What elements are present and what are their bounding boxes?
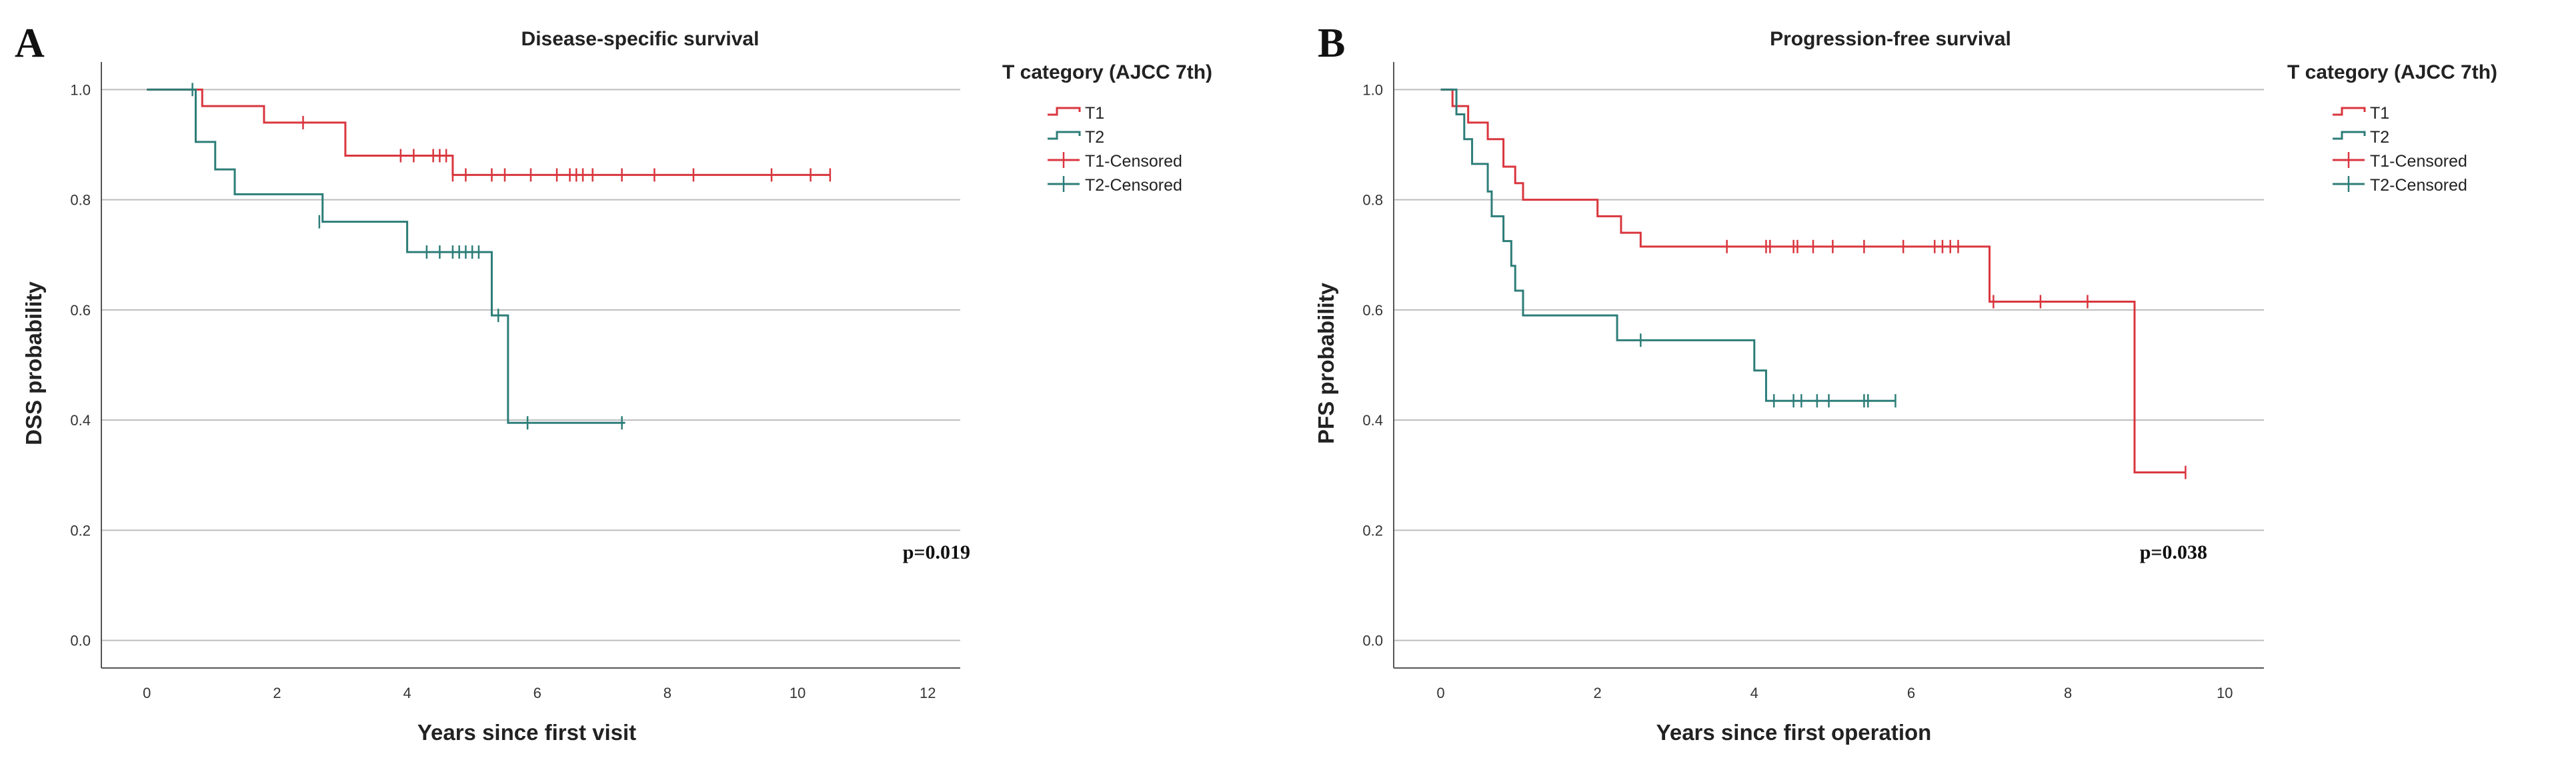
- p-value: p=0.038: [2140, 541, 2207, 563]
- legend-entry: T2: [1085, 128, 1104, 147]
- legend-entry: T2: [2370, 128, 2389, 147]
- panel-a: A Disease-specific survival 0.0 0.2 0.4 0.6 0.…: [15, 21, 1212, 745]
- panel-letter: A: [15, 21, 45, 66]
- x-tick-label: 0: [143, 685, 151, 701]
- x-tick-label: 4: [1750, 685, 1758, 701]
- legend-swatch: [2333, 107, 2366, 116]
- y-tick-label: 0.4: [70, 412, 91, 429]
- y-tick-label: 0.2: [70, 522, 91, 539]
- y-axis-label: PFS probability: [1314, 282, 1338, 444]
- x-tick-label: 12: [920, 685, 936, 701]
- x-tick-label: 10: [2217, 685, 2233, 701]
- legend-title: T category (AJCC 7th): [1002, 61, 1212, 83]
- x-tick-label: 0: [1436, 685, 1444, 701]
- y-axis-label: DSS probability: [21, 281, 46, 445]
- legend-swatch: [1048, 131, 1081, 140]
- legend-entry: T1: [1085, 104, 1104, 123]
- series-t2-line: [147, 88, 625, 424]
- x-tick-label: 6: [533, 685, 541, 701]
- series-t1-line: [147, 88, 830, 176]
- panel-b: B Progression-free survival 0.0 0.2 0.4 0.6 0.…: [1314, 21, 2497, 745]
- series-t2-line: [1440, 88, 1896, 402]
- p-value: p=0.019: [903, 541, 970, 563]
- y-tick-label: 0.4: [1362, 412, 1383, 429]
- legend-entry: T2-Censored: [1085, 176, 1182, 195]
- x-tick-label: 4: [403, 685, 411, 701]
- panel-letter: B: [1318, 21, 1345, 66]
- x-tick-label: 10: [790, 685, 806, 701]
- x-tick-label: 2: [1594, 685, 1602, 701]
- legend-entry: T2-Censored: [2370, 176, 2467, 195]
- x-tick-label: 2: [273, 685, 281, 701]
- y-tick-label: 0.8: [70, 192, 91, 209]
- y-tick-label: 0.0: [1362, 633, 1383, 649]
- legend-swatch: [1048, 107, 1081, 116]
- x-tick-label: 8: [2064, 685, 2072, 701]
- y-tick-label: 0.8: [1362, 192, 1383, 209]
- y-tick-label: 0.6: [1362, 302, 1383, 319]
- y-tick-label: 0.2: [1362, 522, 1383, 539]
- y-tick-label: 0.6: [70, 302, 91, 319]
- legend-entry: T1-Censored: [1085, 152, 1182, 171]
- x-tick-label: 6: [1907, 685, 1915, 701]
- series-t1-line: [1440, 88, 2186, 474]
- chart-title: Progression-free survival: [1770, 28, 2011, 50]
- x-axis-label: Years since first operation: [1656, 720, 1932, 745]
- y-tick-label: 1.0: [70, 81, 91, 98]
- legend-swatch: [2333, 131, 2366, 140]
- x-axis-label: Years since first visit: [417, 720, 636, 745]
- legend-title: T category (AJCC 7th): [2287, 61, 2497, 83]
- chart-title: Disease-specific survival: [521, 28, 760, 50]
- legend-entry: T1-Censored: [2370, 152, 2467, 171]
- legend-entry: T1: [2370, 104, 2389, 123]
- y-tick-label: 0.0: [70, 633, 91, 649]
- x-tick-label: 8: [664, 685, 672, 701]
- y-tick-label: 1.0: [1362, 81, 1383, 98]
